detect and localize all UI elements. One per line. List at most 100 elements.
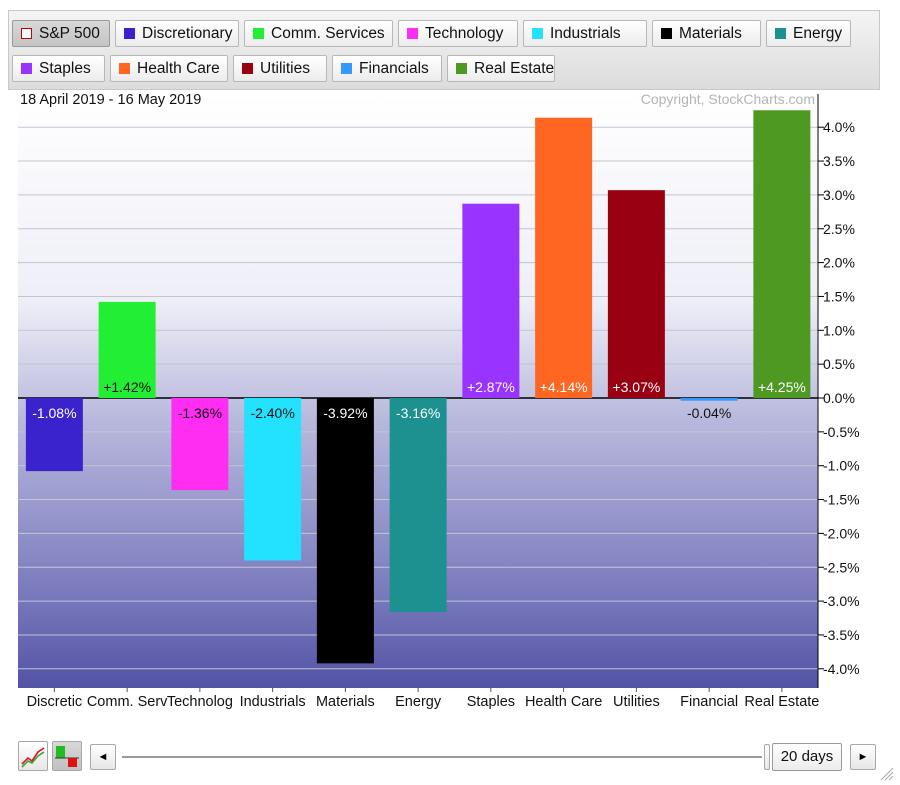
legend-swatch	[775, 28, 786, 39]
bar[interactable]	[462, 203, 520, 398]
bar-value-label: +4.14%	[540, 379, 588, 395]
bar[interactable]	[98, 301, 156, 398]
bar-value-label: -2.40%	[250, 405, 294, 421]
bar-value-label: +3.07%	[612, 379, 660, 395]
legend-swatch	[119, 63, 130, 74]
legend-button[interactable]: Discretionary	[115, 20, 239, 47]
legend-swatch	[456, 63, 467, 74]
prev-period-button[interactable]: ◄	[90, 744, 116, 770]
legend-label: Materials	[679, 25, 742, 42]
x-category-label: Utilities	[613, 694, 660, 710]
legend-button[interactable]: Technology	[398, 20, 518, 47]
legend-swatch	[21, 28, 32, 39]
legend-label: Health Care	[137, 60, 220, 77]
legend-button[interactable]: Energy	[766, 20, 851, 47]
bar-value-label: -0.04%	[687, 405, 731, 421]
bar[interactable]	[389, 398, 447, 612]
y-tick-label: 2.5%	[823, 221, 855, 237]
x-category-label: Materials	[316, 694, 375, 710]
legend-label: Real Estate	[474, 60, 555, 77]
legend-button[interactable]: Staples	[12, 55, 105, 82]
date-range: 18 April 2019 - 16 May 2019	[20, 92, 201, 108]
x-category-label: Industrials	[240, 694, 306, 710]
x-category-label: Financial	[680, 694, 738, 710]
y-tick-label: -2.0%	[823, 525, 860, 541]
y-axis-ticks: 4.0% 3.5% 3.0% 2.5% 2.0% 1.5% 1.0% 0.5% 0.0% -0.5…	[818, 119, 860, 677]
x-category-label: Real Estate	[744, 694, 819, 710]
legend-button[interactable]: Utilities	[233, 55, 327, 82]
legend-label: Staples	[39, 60, 91, 77]
bar-value-label: -1.08%	[32, 405, 76, 421]
bar[interactable]	[171, 398, 229, 491]
legend-swatch	[253, 28, 264, 39]
bar-value-label: -3.16%	[396, 405, 440, 421]
legend-button[interactable]: Real Estate	[447, 55, 555, 82]
bar[interactable]	[607, 190, 665, 398]
legend-button[interactable]: Materials	[652, 20, 761, 47]
legend-swatch	[407, 28, 418, 39]
legend-button[interactable]: Industrials	[523, 20, 647, 47]
bar[interactable]	[535, 117, 593, 399]
x-category-label: Comm. Serv	[87, 694, 168, 710]
legend-swatch	[661, 28, 672, 39]
bar[interactable]	[25, 398, 83, 472]
resize-grip-icon[interactable]	[878, 765, 894, 781]
legend-swatch	[532, 28, 543, 39]
bar-chart-toggle[interactable]	[52, 741, 82, 771]
x-axis-labels: Discretic Comm. Serv Technolog Industrials M…	[27, 688, 819, 710]
legend-swatch	[124, 28, 135, 39]
bar-value-label: +2.87%	[467, 379, 515, 395]
bar[interactable]	[316, 398, 374, 664]
legend-button[interactable]: Financials	[332, 55, 442, 82]
legend-label: Industrials	[550, 25, 621, 42]
legend-label: Energy	[793, 25, 843, 42]
x-category-label: Technolog	[167, 694, 233, 710]
period-length-button[interactable]: 20 days	[772, 743, 842, 771]
y-tick-label: -0.5%	[823, 424, 860, 440]
y-tick-label: 3.5%	[823, 153, 855, 169]
legend-swatch	[21, 63, 32, 74]
y-tick-label: -4.0%	[823, 661, 860, 677]
y-tick-label: 1.5%	[823, 288, 855, 304]
bars: -1.08% +1.42% -1.36% -2.40% -3.92% -3.16% +2.8…	[25, 110, 811, 664]
bar-value-label: -3.92%	[323, 405, 367, 421]
bar[interactable]	[753, 110, 811, 399]
bottom-controls: ◄ 20 days ►	[0, 735, 900, 785]
next-period-button[interactable]: ►	[850, 744, 876, 770]
y-tick-label: 3.0%	[823, 187, 855, 203]
legend-label: S&P 500	[39, 25, 100, 42]
sector-performance-chart: -1.08% +1.42% -1.36% -2.40% -3.92% -3.16% +2.8…	[18, 91, 860, 710]
legend-label: Comm. Services	[271, 25, 385, 42]
y-tick-label: -2.5%	[823, 559, 860, 575]
bar-value-label: +4.25%	[758, 379, 806, 395]
slider-handle[interactable]	[764, 744, 770, 770]
x-category-label: Staples	[467, 694, 515, 710]
legend-label: Technology	[425, 25, 504, 42]
y-tick-label: -3.0%	[823, 593, 860, 609]
legend-label: Discretionary	[142, 25, 233, 42]
y-tick-label: 2.0%	[823, 255, 855, 271]
x-category-label: Energy	[395, 694, 442, 710]
line-chart-toggle[interactable]	[18, 741, 48, 771]
legend-button[interactable]: S&P 500	[12, 20, 110, 47]
period-slider-track[interactable]	[122, 756, 762, 758]
bar[interactable]	[680, 398, 738, 401]
legend-swatch	[341, 63, 352, 74]
legend-label: Financials	[359, 60, 429, 77]
bar-chart-icon	[55, 746, 79, 767]
bar[interactable]	[244, 398, 302, 561]
legend-swatch	[242, 63, 253, 74]
legend-label: Utilities	[260, 60, 310, 77]
bar-value-label: +1.42%	[103, 379, 151, 395]
y-tick-label: 1.0%	[823, 322, 855, 338]
y-tick-label: 0.0%	[823, 390, 855, 406]
line-chart-icon	[21, 747, 45, 768]
y-tick-label: -3.5%	[823, 627, 860, 643]
y-tick-label: 4.0%	[823, 119, 855, 135]
legend-bar: S&P 500 Discretionary Comm. Services Techno…	[8, 10, 880, 90]
bar-value-label: -1.36%	[178, 405, 222, 421]
legend-button[interactable]: Comm. Services	[244, 20, 393, 47]
y-tick-label: -1.5%	[823, 492, 860, 508]
x-category-label: Health Care	[525, 694, 602, 710]
legend-button[interactable]: Health Care	[110, 55, 228, 82]
